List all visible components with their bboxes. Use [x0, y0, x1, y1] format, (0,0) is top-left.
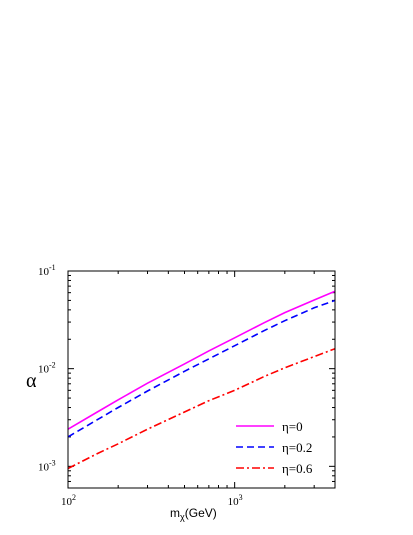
y-axis-label: α — [26, 370, 37, 392]
x-tick-label: 103 — [228, 493, 243, 508]
ticks-layer: 102 103 10-3 10-2 10-1 — [38, 263, 336, 508]
series-layer — [67, 290, 336, 470]
x-axis-label: mχ(GeV) — [170, 506, 217, 522]
x-axis-label-subscript: χ — [180, 512, 185, 522]
x-axis-label-unit: (GeV) — [185, 506, 217, 520]
legend: η=0 η=0.2 η=0.6 — [236, 419, 313, 476]
series-line-1 — [67, 299, 336, 438]
series-line-0 — [67, 290, 336, 430]
y-tick-label: 10-2 — [38, 361, 56, 376]
plot-frame — [67, 270, 336, 489]
legend-label-1: η=0.2 — [282, 440, 312, 455]
y-tick-label: 10-3 — [38, 458, 56, 473]
y-tick-label: 10-1 — [38, 263, 56, 278]
x-tick-label: 102 — [61, 493, 76, 508]
legend-label-2: η=0.6 — [282, 461, 313, 476]
x-axis-label-main: m — [170, 506, 180, 520]
series-line-2 — [67, 347, 336, 470]
legend-label-0: η=0 — [282, 419, 303, 434]
